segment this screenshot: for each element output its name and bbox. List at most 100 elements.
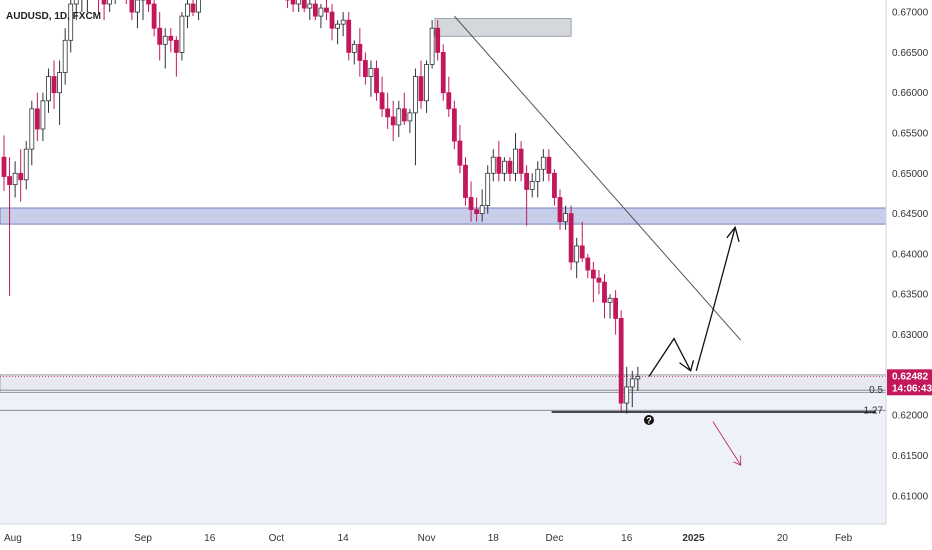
candle-body [318,7,324,17]
question-mark: ? [646,416,652,426]
price-tick-label: 0.65000 [892,169,929,180]
projection-down-arrow [712,421,742,466]
candle-body [457,140,463,166]
candles-layer [1,0,641,414]
candle-body [607,297,613,303]
projection-up-arrow [695,227,736,372]
candle-body [468,197,474,210]
candle-body [596,277,602,283]
candle-body [401,108,407,122]
candle-body [46,76,51,102]
price-tick-label: 0.67000 [892,8,929,19]
candle-body [385,108,391,118]
trendline [453,15,742,341]
candle-body [585,257,591,271]
candle-body [451,108,457,142]
candle-body [474,209,480,215]
candle-body [568,213,574,263]
candle-body [12,172,18,186]
candle-body [618,318,624,404]
candle-body [446,92,452,110]
candle-body [146,0,151,5]
candle-body [57,72,62,94]
candle-body [524,172,530,190]
wave-arrowhead [679,360,695,372]
candle-body [440,52,446,94]
candle-body [390,116,396,126]
question-icon [643,415,654,426]
candle-body [535,168,541,182]
supply-zone [0,207,887,225]
candle-body [552,172,557,198]
candle-body [396,108,402,126]
levels-layer: 0.5 1.27 [0,375,886,416]
candle-body [185,3,190,17]
price-tick-label: 0.64500 [892,209,929,220]
candle-body [1,156,7,177]
candle-body [307,3,313,9]
candle-body [424,64,429,102]
time-tick-label: Sep [134,533,152,544]
candle-body [23,148,29,181]
price-tick-label: 0.63000 [892,330,929,341]
candle-body [340,19,346,25]
candle-body [101,0,107,5]
time-tick-label: Oct [269,533,285,544]
candle-body [635,376,641,380]
candle-body [368,68,374,77]
price-tick-label: 0.66000 [892,88,929,99]
candle-body [546,156,552,174]
candle-body [157,27,163,45]
candle-body [135,0,140,13]
candle-body [629,378,635,388]
candle-body [374,68,379,94]
price-tick-label: 0.64000 [892,249,929,260]
fib-0.5-label: 0.5 [869,385,883,396]
time-tick-label: Nov [418,533,436,544]
time-tick-label: 18 [488,533,500,544]
price-tick-label: 0.63500 [892,290,929,301]
candle-body [590,269,596,279]
time-axis: Aug 19 Sep 16 Oct 14 Nov 18 Dec 16 2025 20 Feb [0,523,886,544]
candle-body [290,0,296,5]
candle-body [602,281,607,303]
candle-body [346,19,352,53]
candle-body [168,35,174,41]
down-arrowhead [733,455,742,466]
candle-body [563,213,568,223]
candle-body [624,386,630,404]
candle-body [190,3,196,13]
candle-body [34,108,40,130]
time-tick-label: Aug [4,533,22,544]
candle-body [501,160,507,174]
drawings-layer: ? [453,15,742,466]
candle-body [490,156,496,174]
candle-body [357,43,363,61]
candle-body [507,160,513,174]
candle-body [335,23,341,29]
candle-body [579,245,585,259]
candle-body [496,156,502,174]
projection-wave [648,337,692,377]
price-tick-label: 0.61500 [892,451,929,462]
candle-body [435,27,441,53]
candle-body [518,148,524,174]
candle-body [407,112,413,122]
price-axis-bg [886,0,932,550]
candle-body [540,156,546,170]
candle-body [418,76,424,102]
candle-body [107,0,113,5]
time-tick-label: Dec [546,533,564,544]
candle-body [529,180,535,190]
candle-body [485,172,491,206]
candle-body [479,205,485,215]
up-arrowhead [726,225,740,243]
candle-body [7,176,12,186]
time-tick-label: 20 [777,533,789,544]
candle-body [162,35,168,45]
candle-body [557,197,563,223]
candle-body [362,60,368,77]
candle-body [312,3,318,17]
